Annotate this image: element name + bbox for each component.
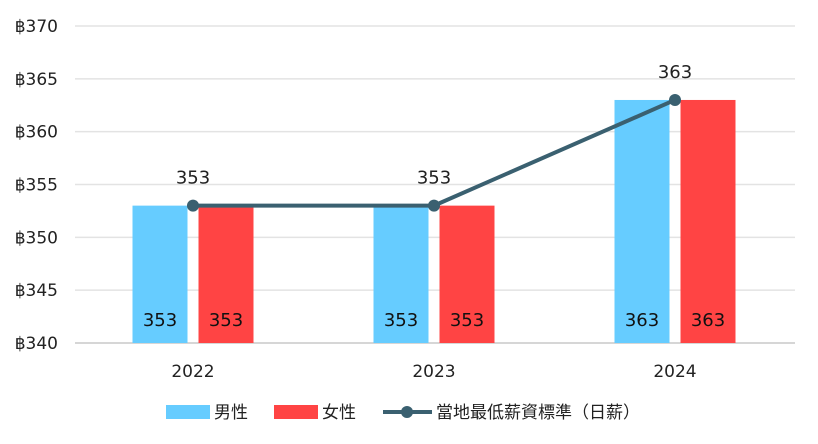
min-wage-point bbox=[187, 199, 199, 212]
y-tick-label: ฿365 bbox=[15, 70, 58, 90]
y-tick-label: ฿355 bbox=[15, 176, 58, 196]
y-axis: ฿340 ฿345 ฿350 ฿355 ฿360 ฿365 ฿370 bbox=[15, 17, 58, 354]
bar-value-label: 363 bbox=[691, 310, 725, 331]
x-tick-label: 2023 bbox=[412, 362, 455, 382]
bar-value-label: 363 bbox=[625, 310, 659, 331]
y-tick-label: ฿350 bbox=[15, 228, 58, 248]
min-wage-value-label: 353 bbox=[176, 168, 210, 189]
legend-label: 男性 bbox=[214, 403, 248, 423]
y-tick-label: ฿360 bbox=[15, 123, 58, 143]
legend-label: 當地最低薪資標準（日薪） bbox=[436, 403, 640, 423]
legend-swatch bbox=[166, 405, 210, 419]
min-wage-point bbox=[428, 199, 440, 212]
bar-female bbox=[198, 205, 254, 343]
legend-swatch bbox=[274, 405, 318, 419]
y-tick-label: ฿340 bbox=[15, 334, 58, 354]
legend-label: 女性 bbox=[322, 403, 356, 423]
min-wage-line: 353 353 363 bbox=[176, 62, 692, 212]
min-wage-value-label: 353 bbox=[417, 168, 451, 189]
bar-male bbox=[373, 205, 429, 343]
min-wage-value-label: 363 bbox=[658, 62, 692, 83]
bar-female bbox=[680, 99, 736, 343]
bar-value-label: 353 bbox=[209, 310, 243, 331]
bar-value-label: 353 bbox=[450, 310, 484, 331]
bar-value-label: 353 bbox=[384, 310, 418, 331]
x-axis: 2022 2023 2024 bbox=[171, 362, 696, 382]
x-tick-label: 2022 bbox=[171, 362, 214, 382]
bar-male bbox=[614, 99, 670, 343]
bar-value-label: 353 bbox=[143, 310, 177, 331]
gridlines bbox=[75, 25, 795, 344]
bar-male bbox=[132, 205, 188, 343]
min-wage-line-path bbox=[193, 98, 676, 208]
bar-female bbox=[439, 205, 495, 343]
y-tick-label: ฿345 bbox=[15, 281, 58, 301]
legend: 男性 女性 當地最低薪資標準（日薪） bbox=[166, 403, 640, 423]
bar-labels: 353 353 363 353 353 363 bbox=[143, 310, 725, 331]
min-wage-point bbox=[669, 93, 681, 106]
legend-line-marker bbox=[401, 406, 413, 418]
bars bbox=[132, 99, 736, 343]
x-tick-label: 2024 bbox=[653, 362, 696, 382]
y-tick-label: ฿370 bbox=[15, 17, 58, 37]
